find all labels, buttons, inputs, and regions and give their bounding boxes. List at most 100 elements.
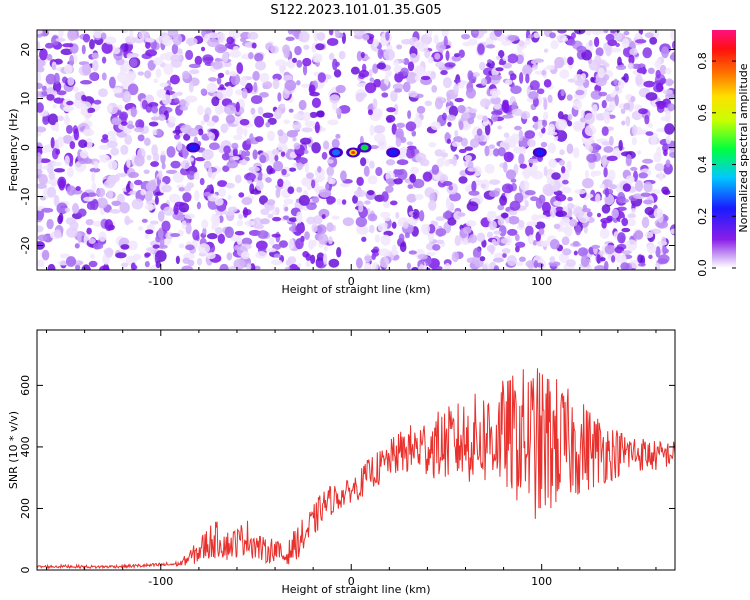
spectrum-blob	[303, 44, 310, 50]
spectrum-blob	[621, 227, 631, 233]
spectrum-blob	[548, 261, 561, 267]
spectrum-blob	[645, 131, 654, 136]
spectrum-blob	[442, 180, 453, 187]
spectrum-blob	[214, 215, 221, 227]
spectrum-blob	[196, 201, 202, 210]
spectrum-blob	[112, 47, 121, 55]
spectrum-blob	[601, 157, 607, 169]
spectrum-blob	[404, 232, 410, 239]
spectrum-blob	[663, 149, 668, 157]
spectrum-blob	[466, 257, 476, 264]
spectrum-blob	[430, 121, 441, 131]
spectrum-blob	[182, 192, 192, 203]
spectrum-blob	[535, 231, 541, 242]
spectrum-blob	[313, 31, 319, 42]
spectrum-blob	[440, 152, 449, 158]
spectrum-blob	[501, 102, 510, 114]
spectrum-blob	[98, 231, 107, 242]
spectrum-blob	[295, 211, 303, 224]
x-tick-label: 100	[531, 575, 552, 588]
y-tick-label: -20	[19, 237, 32, 255]
spectrum-blob	[212, 92, 224, 97]
spectrum-blob	[472, 72, 481, 78]
spectrum-blob	[50, 137, 55, 149]
spectrum-blob	[581, 49, 593, 61]
spectrum-blob	[182, 147, 189, 160]
spectrum-blob	[39, 158, 51, 164]
spectrum-blob	[356, 92, 368, 98]
spectrum-blob	[419, 263, 424, 270]
spectrum-blob	[370, 249, 379, 254]
spectrum-blob	[532, 63, 539, 70]
spectrum-blob	[533, 32, 540, 39]
spectrum-blob	[595, 193, 601, 204]
spectrum-blob	[635, 39, 647, 44]
spectrum-blob	[643, 199, 653, 205]
spectrum-blob	[623, 73, 629, 83]
spectrum-blob	[507, 209, 518, 216]
spectrum-blob	[643, 80, 655, 88]
spectrum-blob	[425, 251, 436, 257]
spectrum-blob	[631, 207, 636, 214]
spectrum-blob	[524, 190, 536, 196]
spectrum-blob	[336, 198, 342, 205]
spectrum-blob	[140, 189, 147, 196]
spectrum-blob	[618, 79, 625, 90]
spectrum-blob	[468, 38, 478, 46]
spectrum-blob	[211, 115, 219, 123]
y-tick-label: 200	[19, 498, 32, 519]
spectrum-blob	[101, 42, 113, 54]
spectrum-blob	[486, 244, 496, 253]
snr-axes: -100 0 100 0 200 400 600	[19, 330, 675, 588]
spectrum-blob	[567, 202, 575, 210]
spectrum-blob	[446, 114, 456, 121]
spectrum-blob	[202, 227, 207, 236]
spectrum-blob	[495, 67, 504, 72]
spectrum-blob	[62, 134, 73, 144]
spectrum-blob	[433, 34, 439, 44]
spectrum-blob	[55, 148, 61, 155]
y-tick-label: 0	[19, 567, 32, 574]
spectrum-blob	[446, 138, 452, 144]
spectrum-blob	[584, 169, 590, 179]
spectrum-blob	[188, 81, 194, 93]
spectrum-blob	[385, 31, 390, 41]
spectrum-blob	[444, 262, 451, 270]
spectrum-blob	[208, 77, 218, 82]
spectrum-blob	[608, 101, 616, 111]
spectrum-blob	[254, 115, 265, 128]
spectrum-blob	[64, 116, 71, 126]
spectrum-blob	[391, 221, 397, 229]
spectrum-blob	[150, 161, 160, 168]
spectrum-blob	[407, 110, 412, 119]
spectrum-blob	[161, 94, 172, 106]
spectrum-blob	[169, 193, 181, 204]
spectrum-blob	[630, 95, 636, 103]
spectrum-blob	[188, 157, 195, 162]
spectrum-blob	[41, 249, 50, 261]
spectrum-blob	[59, 253, 71, 259]
spectrum-blob	[174, 97, 180, 103]
spectrum-blob	[106, 190, 114, 199]
spectrum-blob	[151, 105, 159, 114]
spectrum-blob	[431, 164, 440, 175]
spectrum-blob	[145, 41, 151, 49]
spectrum-blob	[396, 122, 406, 129]
spectrum-blob	[226, 252, 233, 261]
spectrum-blob	[468, 234, 478, 244]
spectrum-blob	[625, 239, 638, 252]
spectrum-blob	[635, 74, 643, 86]
spectrum-blob	[464, 146, 474, 151]
spectrum-blob	[625, 175, 635, 184]
spectrum-blob	[504, 79, 513, 86]
spectrum-blob	[532, 58, 545, 63]
spectrum-blob	[69, 220, 79, 231]
spectrum-blob	[217, 188, 227, 197]
spectrum-blob	[571, 32, 576, 39]
spectrum-blob	[353, 189, 366, 198]
spectrum-blob	[522, 64, 533, 77]
spectrum-blob	[369, 112, 381, 122]
y-tick-label: 400	[19, 436, 32, 457]
spectrum-blob	[488, 179, 501, 185]
spectrum-blob	[210, 62, 216, 67]
